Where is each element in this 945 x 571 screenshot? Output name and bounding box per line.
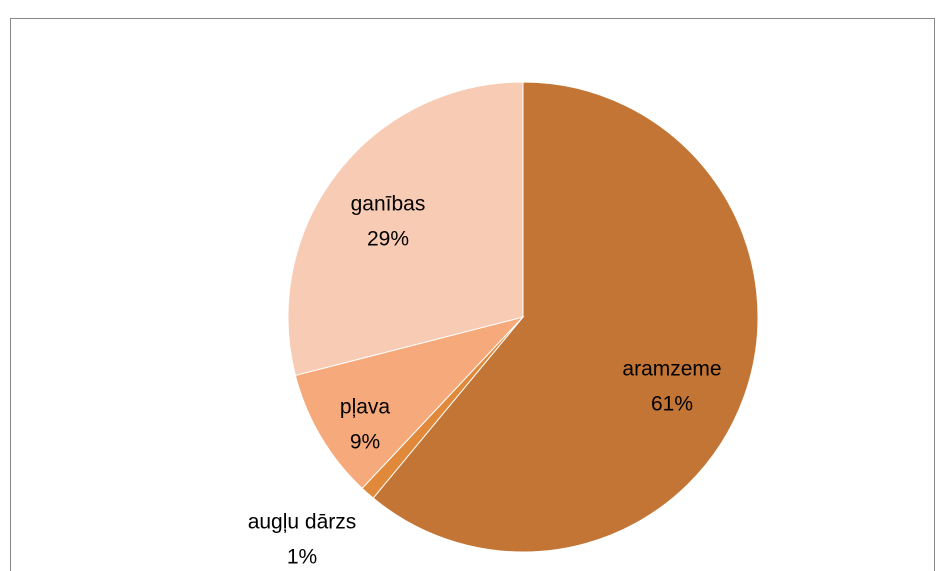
pie-slice: [287, 81, 524, 377]
value-label: 9%: [350, 431, 380, 454]
pie-slice: [294, 316, 525, 490]
value-label: 1%: [287, 546, 317, 569]
category-label: pļava: [340, 396, 391, 419]
category-label: ganības: [351, 193, 426, 216]
value-label: 29%: [367, 228, 409, 251]
pie-slice: [372, 81, 759, 553]
category-label: aramzeme: [622, 358, 721, 381]
category-label: augļu dārzs: [248, 511, 357, 534]
chart-border: [10, 18, 935, 571]
value-label: 61%: [651, 393, 693, 416]
